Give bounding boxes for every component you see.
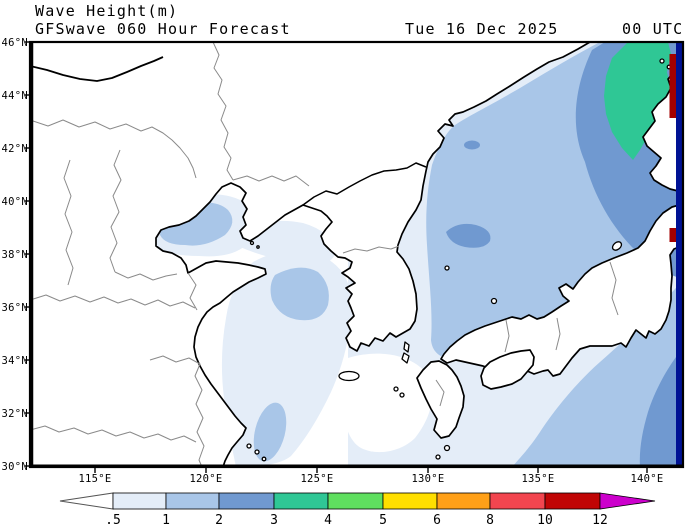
edge-strip-darkred-north	[669, 54, 676, 118]
colorbar-seg-1-2	[165, 492, 220, 510]
island-ulleung	[444, 265, 450, 271]
island-goto-2	[399, 392, 405, 398]
colorbar-seg-2-3	[218, 492, 275, 510]
edge-strip-darkred-mid	[669, 228, 676, 242]
colorbar-overflow-arrow	[599, 492, 656, 510]
colorbar-label-10: 10	[537, 513, 553, 525]
map-area	[30, 42, 683, 467]
lon-label-130e: 130°E	[411, 473, 444, 485]
lon-label-120e: 120°E	[189, 473, 222, 485]
border-china-korea	[302, 162, 427, 206]
colorbar-label-1: 1	[162, 513, 170, 525]
colorbar-seg-10-12	[544, 492, 601, 510]
page-title: Wave Height(m)	[35, 2, 178, 20]
border-shanxi-henan	[114, 271, 178, 281]
colorbar-seg-4-5	[327, 492, 384, 510]
island-south-kyushu-2	[435, 454, 441, 460]
island-bohai-strait-2	[256, 245, 260, 249]
colorbar-label-4: 4	[324, 513, 332, 525]
colorbar-seg-8-10	[489, 492, 546, 510]
land-mainland-asia	[30, 42, 591, 467]
lat-label-46n: 46°N	[2, 37, 29, 49]
island-tsushima-south	[401, 352, 410, 364]
colorbar-underflow-arrow	[59, 492, 114, 510]
lat-label-32n: 32°N	[2, 408, 29, 420]
island-rishiri	[659, 58, 665, 64]
lon-label-140e: 140°E	[630, 473, 663, 485]
lat-label-38n: 38°N	[2, 249, 29, 261]
colorbar-seg-3-4	[273, 492, 329, 510]
colorbar-seg-5-6	[382, 492, 438, 510]
island-south-kyushu-1	[443, 444, 451, 452]
island-zhoushan-1	[246, 443, 252, 449]
island-sado	[611, 241, 623, 251]
colorbar-label-6: 6	[433, 513, 441, 525]
border-honshu-pref-3	[555, 317, 561, 351]
sea-yellow-sea-1to2-patch	[270, 267, 329, 321]
colorbar-label-2: 2	[215, 513, 223, 525]
border-shaanxi	[63, 159, 74, 286]
island-goto-1	[393, 386, 399, 392]
border-jilin-liaoning	[232, 175, 310, 187]
lat-label-34n: 34°N	[2, 355, 29, 367]
border-jiangsu-anhui	[149, 355, 205, 467]
lat-label-44n: 44°N	[2, 90, 29, 102]
border-inner-mongolia	[30, 119, 197, 179]
colorbar: .5 1 2 3 4 5 6 8 10 12	[59, 492, 656, 525]
sea-3to4-green-patch	[604, 42, 671, 160]
land-shikoku	[480, 349, 535, 390]
island-zhoushan-3	[261, 456, 267, 462]
land-honshu	[440, 203, 683, 377]
lon-label-125e: 125°E	[300, 473, 333, 485]
valid-date-label: Tue 16 Dec 2025	[405, 20, 558, 38]
colorbar-seg-6-8	[436, 492, 491, 510]
border-shandong	[187, 272, 198, 311]
model-forecast-label: GFSwave 060 Hour Forecast	[35, 20, 291, 38]
land-kyushu	[416, 360, 465, 439]
border-south-china	[30, 425, 197, 443]
lon-label-135e: 135°E	[521, 473, 554, 485]
lat-label-40n: 40°N	[2, 196, 29, 208]
colorbar-label-8: 8	[486, 513, 494, 525]
colorbar-label-0p5: .5	[105, 513, 121, 525]
lat-label-30n: 30°N	[2, 461, 29, 473]
border-kyushu-pref	[435, 379, 445, 407]
lat-label-36n: 36°N	[2, 302, 29, 314]
colorbar-label-12: 12	[592, 513, 608, 525]
lat-axis: 46°N 44°N 42°N 40°N 38°N 36°N 34°N 32°N …	[2, 37, 30, 473]
colorbar-seg-0p5-1	[112, 492, 167, 510]
island-zhoushan-2	[254, 449, 260, 455]
sea-calm-west-kyushu	[342, 353, 433, 453]
island-jeju	[338, 370, 360, 382]
border-korea-dmz	[342, 245, 400, 254]
border-honshu-pref-2	[609, 261, 619, 316]
edge-strip-navy	[676, 42, 683, 467]
island-bohai-strait-1	[249, 240, 255, 246]
sea-pacific-2to3-corner	[639, 348, 683, 467]
lat-label-42n: 42°N	[2, 143, 29, 155]
colorbar-label-5: 5	[379, 513, 387, 525]
colorbar-label-3: 3	[270, 513, 278, 525]
lon-label-115e: 115°E	[78, 473, 111, 485]
border-mongolia-russia	[30, 56, 164, 82]
island-oki	[490, 297, 498, 305]
border-central-china	[30, 294, 196, 309]
valid-time-label: 00 UTC	[622, 20, 683, 38]
island-tsushima-north	[403, 341, 410, 353]
sea-ecs-1to2-patch	[253, 402, 287, 462]
sea-2to3-spot-3	[446, 223, 491, 248]
border-honshu-pref-1	[504, 319, 510, 353]
border-manchuria-ns	[212, 42, 234, 181]
sea-2to3-spot-1	[464, 140, 480, 150]
border-hebei-shanxi	[109, 149, 122, 273]
lon-axis: 115°E 120°E 125°E 130°E 135°E 140°E	[78, 467, 663, 485]
